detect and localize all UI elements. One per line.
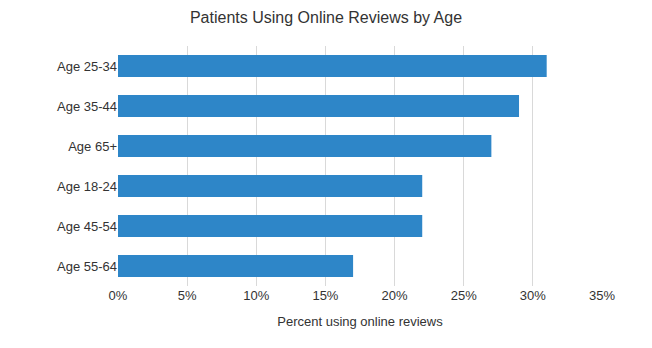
svg-text:Age 45-54: Age 45-54 (57, 219, 117, 234)
svg-text:Patients Using Online Reviews: Patients Using Online Reviews by Age (190, 9, 462, 26)
svg-text:Age 35-44: Age 35-44 (57, 99, 117, 114)
svg-text:Age 55-64: Age 55-64 (57, 259, 117, 274)
svg-text:Age 25-34: Age 25-34 (57, 59, 117, 74)
svg-text:5%: 5% (178, 288, 197, 303)
svg-text:Age 18-24: Age 18-24 (57, 179, 117, 194)
svg-text:10%: 10% (243, 288, 269, 303)
svg-text:25%: 25% (451, 288, 477, 303)
svg-text:Percent using online reviews: Percent using online reviews (277, 314, 443, 329)
svg-text:Age 65+: Age 65+ (68, 139, 117, 154)
svg-text:20%: 20% (382, 288, 408, 303)
svg-text:30%: 30% (520, 288, 546, 303)
svg-text:0%: 0% (109, 288, 128, 303)
svg-text:35%: 35% (589, 288, 615, 303)
svg-text:15%: 15% (312, 288, 338, 303)
